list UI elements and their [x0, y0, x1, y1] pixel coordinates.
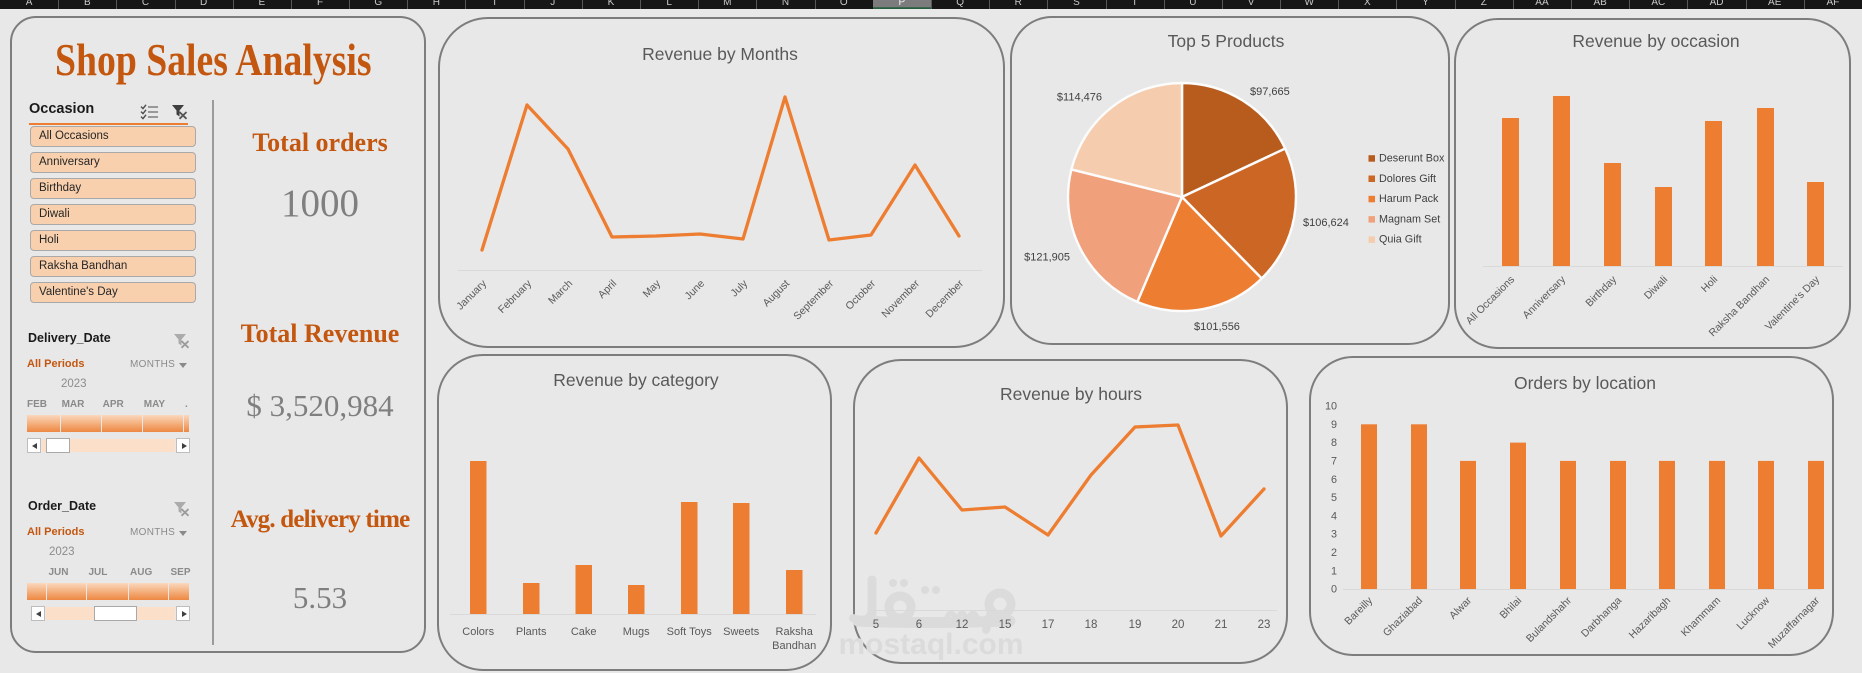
svg-text:August: August — [761, 278, 793, 310]
svg-text:Darbhanga: Darbhanga — [1579, 595, 1624, 640]
svg-text:0: 0 — [1331, 584, 1337, 596]
svg-text:4: 4 — [1331, 510, 1337, 522]
svg-text:15: 15 — [999, 619, 1012, 631]
svg-text:Bandhan: Bandhan — [772, 640, 816, 652]
svg-text:Top 5 Products: Top 5 Products — [1168, 31, 1285, 51]
svg-text:Anniversary: Anniversary — [1520, 273, 1568, 321]
svg-text:$114,476: $114,476 — [1057, 92, 1102, 104]
svg-text:Orders by location: Orders by location — [1514, 373, 1656, 393]
svg-text:Soft Toys: Soft Toys — [667, 626, 713, 638]
svg-text:Bareilly: Bareilly — [1342, 594, 1375, 627]
svg-text:June: June — [683, 278, 708, 303]
svg-text:Hazaribagh: Hazaribagh — [1627, 595, 1674, 642]
svg-text:Cake: Cake — [571, 626, 597, 638]
svg-text:18: 18 — [1085, 619, 1098, 631]
svg-text:mostaql.com: mostaql.com — [838, 628, 1023, 661]
svg-text:19: 19 — [1129, 619, 1142, 631]
svg-text:Diwali: Diwali — [1642, 274, 1670, 302]
svg-text:October: October — [843, 277, 878, 312]
svg-text:Holi: Holi — [1699, 274, 1720, 295]
svg-text:$97,665: $97,665 — [1250, 86, 1290, 98]
svg-text:Mugs: Mugs — [623, 626, 650, 638]
svg-text:Birthday: Birthday — [1583, 273, 1619, 309]
svg-text:Alwar: Alwar — [1447, 594, 1474, 621]
svg-text:September: September — [791, 277, 836, 322]
svg-text:Magnam Set: Magnam Set — [1379, 213, 1440, 225]
svg-text:Bhilai: Bhilai — [1497, 595, 1524, 622]
svg-text:2: 2 — [1331, 547, 1337, 559]
svg-text:9: 9 — [1331, 419, 1337, 431]
svg-text:Revenue by hours: Revenue by hours — [1000, 384, 1142, 404]
svg-text:Quia Gift: Quia Gift — [1379, 234, 1422, 246]
svg-text:January: January — [454, 277, 489, 312]
svg-text:Revenue by occasion: Revenue by occasion — [1572, 31, 1739, 51]
svg-text:July: July — [728, 277, 750, 299]
svg-text:Bulandshahr: Bulandshahr — [1524, 594, 1575, 645]
svg-text:21: 21 — [1215, 619, 1228, 631]
svg-text:1: 1 — [1331, 565, 1337, 577]
svg-text:3: 3 — [1331, 529, 1337, 541]
svg-text:Khammam: Khammam — [1679, 594, 1724, 639]
svg-text:10: 10 — [1325, 401, 1337, 413]
svg-text:17: 17 — [1042, 619, 1055, 631]
svg-text:Colors: Colors — [462, 626, 494, 638]
svg-text:7: 7 — [1331, 456, 1337, 468]
svg-text:$101,556: $101,556 — [1194, 321, 1240, 333]
svg-text:Harum Pack: Harum Pack — [1379, 193, 1439, 205]
svg-text:May: May — [641, 277, 664, 300]
svg-text:8: 8 — [1331, 437, 1337, 449]
svg-text:Revenue by category: Revenue by category — [553, 370, 719, 390]
svg-text:Lucknow: Lucknow — [1734, 594, 1772, 632]
svg-text:All Occasions: All Occasions — [1464, 274, 1517, 327]
svg-text:Dolores Gift: Dolores Gift — [1379, 173, 1436, 185]
svg-text:Ghaziabad: Ghaziabad — [1381, 595, 1426, 640]
svg-text:12: 12 — [956, 619, 969, 631]
svg-text:6: 6 — [1331, 474, 1337, 486]
svg-text:December: December — [923, 277, 966, 320]
svg-text:Raksha: Raksha — [776, 626, 814, 638]
svg-text:6: 6 — [916, 619, 922, 631]
svg-text:20: 20 — [1172, 619, 1185, 631]
svg-text:$106,624: $106,624 — [1303, 217, 1349, 229]
svg-text:$121,905: $121,905 — [1024, 252, 1070, 264]
svg-text:February: February — [496, 277, 535, 316]
svg-text:23: 23 — [1258, 619, 1271, 631]
svg-text:Sweets: Sweets — [723, 626, 760, 638]
svg-text:Deserunt Box: Deserunt Box — [1379, 153, 1445, 165]
svg-text:April: April — [596, 278, 619, 301]
svg-text:Revenue by Months: Revenue by Months — [642, 44, 798, 64]
svg-text:March: March — [546, 278, 575, 307]
svg-text:5: 5 — [1331, 492, 1337, 504]
svg-text:Plants: Plants — [516, 626, 547, 638]
svg-text:Muzaffarnagar: Muzaffarnagar — [1766, 594, 1823, 651]
svg-text:November: November — [879, 277, 922, 320]
svg-text:5: 5 — [873, 619, 879, 631]
